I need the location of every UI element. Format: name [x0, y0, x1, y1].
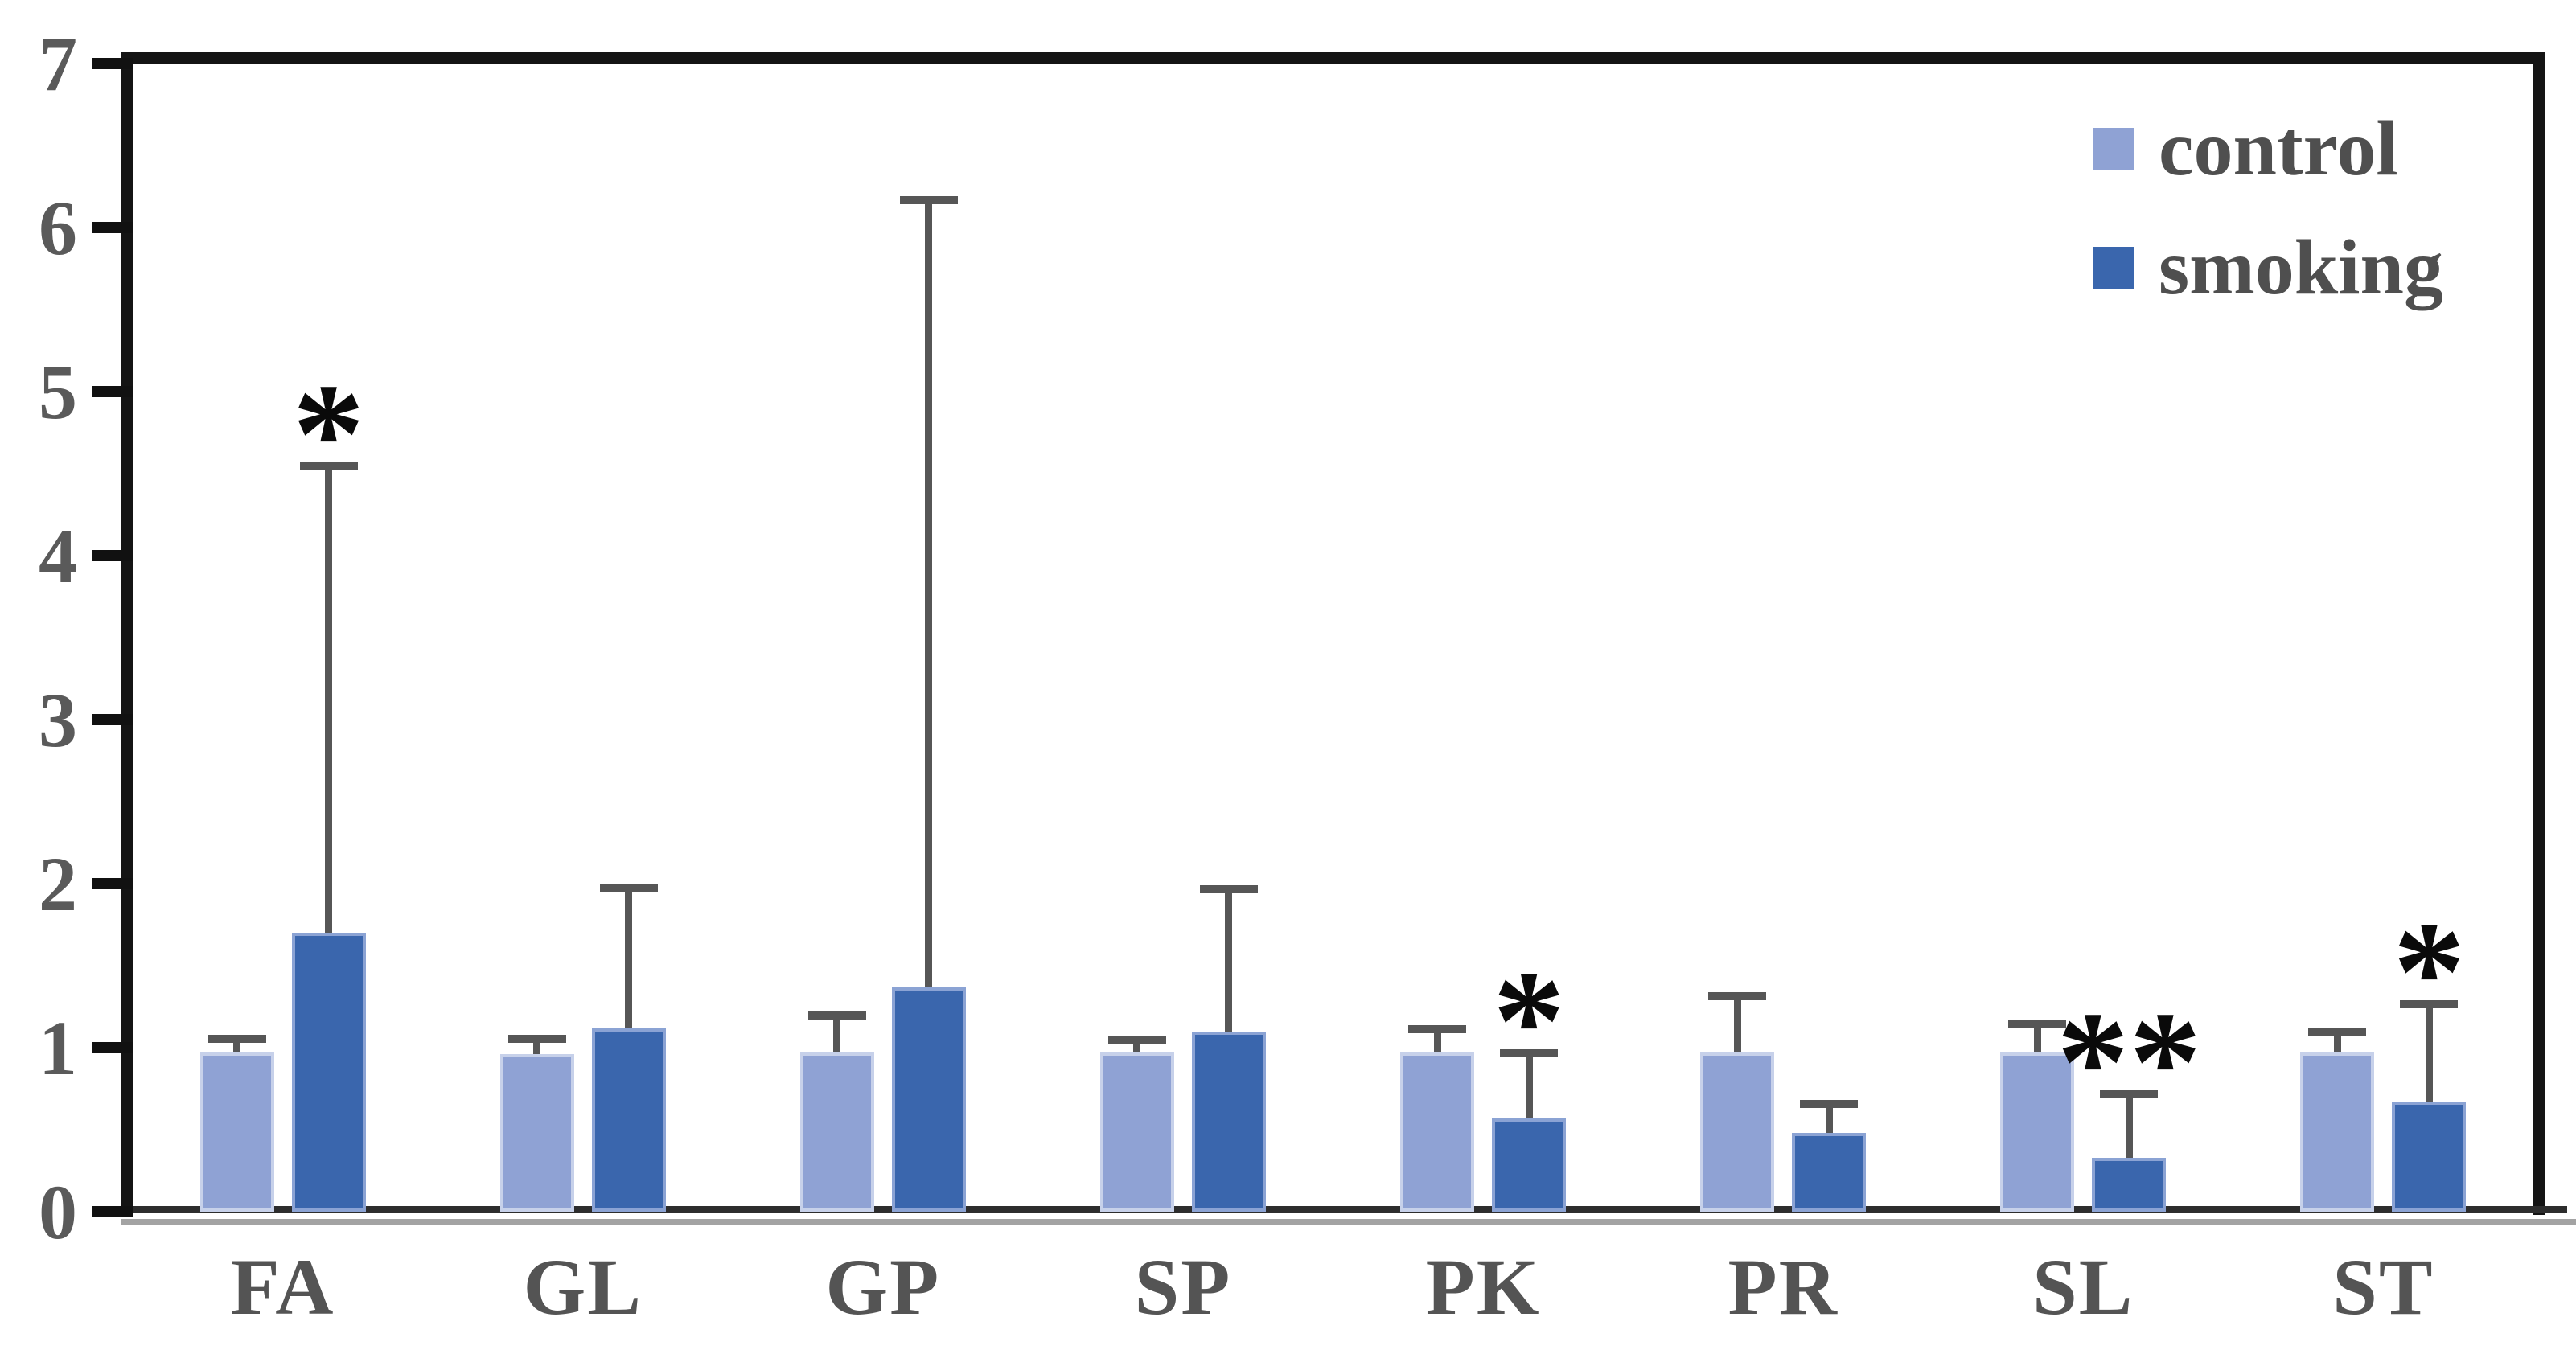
bar-control-GL [499, 1054, 574, 1212]
y-axis-tick [92, 222, 133, 233]
error-cap-control-PK [1408, 1024, 1467, 1033]
bar-control-PK [1400, 1052, 1475, 1212]
x-category-label: PR [1728, 1241, 1839, 1331]
significance-marker-ST: * [2393, 891, 2466, 1052]
y-axis-tick [92, 58, 133, 69]
bar-smoking-FA [291, 933, 366, 1212]
error-whisker-smoking-PK [1525, 1052, 1533, 1118]
error-whisker-control-SL [2033, 1023, 2041, 1053]
error-cap-smoking-GL [599, 884, 658, 892]
error-whisker-control-ST [2333, 1031, 2341, 1053]
error-whisker-smoking-ST [2425, 1003, 2433, 1102]
error-whisker-control-PK [1433, 1028, 1441, 1053]
y-tick-label: 5 [39, 348, 77, 435]
x-category-label: PK [1425, 1241, 1541, 1331]
y-axis-tick [92, 878, 133, 889]
legend-item-control: control [2093, 96, 2398, 201]
y-axis-tick [92, 1042, 133, 1053]
y-axis-tick [92, 550, 133, 561]
error-whisker-control-GL [533, 1037, 541, 1055]
y-tick-label: 0 [39, 1168, 77, 1255]
error-whisker-control-PR [1733, 995, 1741, 1053]
error-whisker-smoking-PR [1825, 1103, 1833, 1134]
y-axis-tick [92, 386, 133, 397]
error-cap-control-GL [507, 1034, 566, 1043]
y-axis-tick [92, 1206, 133, 1217]
x-category-label: SP [1134, 1241, 1232, 1331]
error-cap-smoking-SP [1199, 885, 1258, 894]
bar-control-ST [2300, 1052, 2375, 1212]
y-axis-tick [92, 714, 133, 725]
bar-control-GP [799, 1052, 874, 1212]
error-cap-smoking-PR [1800, 1100, 1859, 1109]
error-cap-control-SP [1107, 1036, 1166, 1044]
bar-smoking-GL [591, 1028, 666, 1212]
x-category-label: ST [2332, 1241, 2434, 1331]
x-category-label: GL [523, 1241, 643, 1331]
error-cap-smoking-FA [299, 462, 358, 470]
significance-marker-FA: * [292, 353, 365, 514]
bar-control-FA [199, 1052, 274, 1212]
x-category-label: SL [2032, 1241, 2134, 1331]
legend-label-control: control [2159, 105, 2398, 192]
x-axis-shadow-line [121, 1219, 2576, 1225]
bar-smoking-PR [1792, 1133, 1867, 1212]
x-category-label: FA [230, 1241, 335, 1331]
bar-smoking-ST [2392, 1102, 2467, 1212]
error-whisker-smoking-SL [2125, 1093, 2133, 1158]
legend-label-smoking: smoking [2159, 224, 2444, 311]
error-cap-smoking-ST [2400, 999, 2459, 1008]
error-cap-control-GP [807, 1011, 866, 1020]
error-whisker-smoking-GL [625, 887, 633, 1028]
error-cap-smoking-SL [2100, 1090, 2159, 1099]
bar-control-SP [1099, 1052, 1174, 1212]
smoking-swatch [2093, 247, 2134, 289]
x-category-label: GP [825, 1241, 941, 1331]
bar-control-PR [1700, 1052, 1775, 1212]
error-cap-smoking-PK [1500, 1049, 1559, 1058]
error-whisker-smoking-SP [1225, 888, 1233, 1032]
error-cap-control-ST [2308, 1028, 2367, 1036]
control-swatch [2093, 128, 2134, 170]
error-cap-control-SL [2008, 1020, 2067, 1028]
y-tick-label: 3 [39, 676, 77, 763]
significance-marker-PK: * [1493, 941, 1566, 1102]
error-cap-control-PR [1708, 991, 1767, 1000]
bar-smoking-SP [1191, 1031, 1266, 1212]
error-cap-smoking-GP [899, 196, 958, 205]
error-cap-control-FA [207, 1034, 266, 1043]
error-whisker-control-FA [233, 1037, 241, 1053]
error-whisker-control-GP [833, 1015, 841, 1053]
significance-marker-SL: ** [2056, 982, 2202, 1143]
bar-smoking-PK [1492, 1118, 1567, 1212]
bar-smoking-SL [2092, 1157, 2167, 1212]
y-tick-label: 1 [39, 1004, 77, 1091]
plot-frame [121, 52, 2545, 1215]
error-whisker-smoking-FA [325, 465, 333, 933]
bar-control-SL [2000, 1052, 2075, 1212]
error-whisker-control-SP [1133, 1039, 1141, 1053]
y-tick-label: 7 [39, 20, 77, 107]
y-tick-label: 6 [39, 184, 77, 271]
legend-item-smoking: smoking [2093, 215, 2443, 320]
bar-smoking-GP [891, 987, 966, 1212]
y-tick-label: 4 [39, 512, 77, 599]
error-whisker-smoking-GP [925, 199, 933, 987]
x-axis-line [113, 1206, 2567, 1213]
y-tick-label: 2 [39, 840, 77, 927]
